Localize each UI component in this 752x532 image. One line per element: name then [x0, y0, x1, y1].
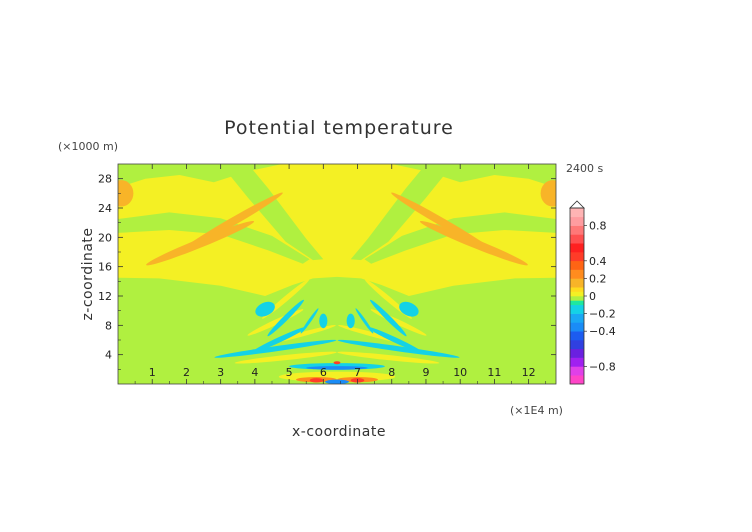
y-tick-label: 12: [98, 290, 112, 303]
x-tick-label: 10: [453, 366, 467, 379]
colorbar-tick-label: 0.4: [589, 255, 607, 268]
x-tick-label: 12: [522, 366, 536, 379]
plot-area: [117, 163, 557, 385]
colorbar-tick-label: 0.8: [589, 220, 607, 233]
colorbar-level: [570, 278, 584, 288]
colorbar-level: [570, 375, 584, 385]
x-tick-label: 3: [217, 366, 224, 379]
colorbar-level: [570, 225, 584, 235]
x-axis-label: x-coordinate: [292, 424, 386, 440]
region-yellow-fan-8: [337, 351, 440, 364]
region-yellow-fan-7: [234, 351, 337, 364]
colorbar-level: [570, 348, 584, 358]
y-tick-label: 8: [105, 319, 112, 332]
colorbar-level: [570, 357, 584, 367]
colorbar-tick-label: 0: [589, 290, 596, 303]
colorbar-tick-label: −0.2: [589, 308, 616, 321]
region-orange-right-lower: [419, 221, 528, 266]
colorbar-tick-label: 0.2: [589, 272, 607, 285]
region-upper-yellow: [118, 164, 556, 296]
colorbar-tick-label: −0.4: [589, 325, 616, 338]
region-red-base-left: [309, 378, 324, 383]
chart-title: Potential temperature: [224, 117, 454, 139]
region-green-arm-left: [220, 164, 324, 261]
region-cyan-7: [319, 313, 328, 329]
x-tick-label: 9: [422, 366, 429, 379]
colorbar-level: [570, 340, 584, 350]
colorbar-level: [570, 331, 584, 341]
colorbar-level: [570, 313, 584, 323]
colorbar-level: [570, 260, 584, 270]
y-axis-label: z-coordinate: [80, 227, 96, 320]
region-cyan-8: [346, 313, 355, 329]
colorbar-level: [570, 287, 584, 292]
colorbar-level: [570, 243, 584, 253]
x-tick-label: 4: [251, 366, 258, 379]
region-cyan-3: [267, 299, 304, 337]
colorbar-level: [570, 216, 584, 226]
x-unit-label: (×1E4 m): [510, 404, 563, 417]
region-green-arm-right: [350, 164, 454, 261]
colorbar-level: [570, 304, 584, 314]
time-label: 2400 s: [566, 162, 603, 175]
colorbar-overflow-triangle: [569, 200, 585, 209]
colorbar-level: [570, 291, 584, 297]
colorbar-level: [570, 269, 584, 279]
colorbar-level: [570, 252, 584, 262]
colorbar-level: [570, 300, 584, 306]
y-tick-label: 24: [98, 202, 112, 215]
colorbar-level: [570, 366, 584, 376]
region-green-band-left: [118, 212, 310, 264]
x-tick-label: 6: [320, 366, 327, 379]
region-cyan-4: [370, 299, 407, 337]
region-orange-left-lower: [146, 221, 255, 266]
region-orange-edge-right: [540, 180, 556, 207]
region-blue-core-3: [325, 379, 349, 384]
region-cyan-11: [214, 339, 337, 358]
region-orange-edge-left: [118, 180, 134, 207]
x-tick-label: 8: [388, 366, 395, 379]
region-cyan-9: [250, 326, 307, 354]
y-tick-label: 4: [105, 349, 112, 362]
y-tick-label: 20: [98, 231, 112, 244]
y-tick-label: 16: [98, 261, 112, 274]
colorbar-level: [570, 208, 584, 218]
region-red-top: [333, 361, 341, 365]
colorbar: 0.8 0.4 0.2 0 −0.2 −0.4 −0.8: [569, 200, 616, 385]
region-cyan-2: [399, 301, 419, 317]
x-tick-label: 7: [354, 366, 361, 379]
field-regions: [118, 164, 556, 384]
x-tick-label: 5: [286, 366, 293, 379]
colorbar-level: [570, 322, 584, 332]
colorbar-level: [570, 234, 584, 244]
region-cyan-10: [367, 326, 424, 354]
colorbar-tick-label: −0.8: [589, 360, 616, 373]
plot-frame: [117, 163, 557, 385]
y-tick-label: 28: [98, 173, 112, 186]
x-axis-ticks: 1 2 3 4 5 6 7 8 9 10 11 12: [134, 164, 547, 384]
region-cyan-12: [337, 339, 460, 358]
region-blue-core: [306, 366, 368, 370]
region-green-band-right: [364, 212, 556, 264]
x-tick-label: 2: [183, 366, 190, 379]
y-axis-ticks: 4 8 12 16 20 24 28: [98, 173, 556, 370]
x-tick-label: 11: [487, 366, 501, 379]
x-tick-label: 1: [149, 366, 156, 379]
region-cyan-1: [255, 301, 275, 317]
y-unit-label: (×1000 m): [58, 140, 118, 153]
colorbar-level: [570, 296, 584, 301]
